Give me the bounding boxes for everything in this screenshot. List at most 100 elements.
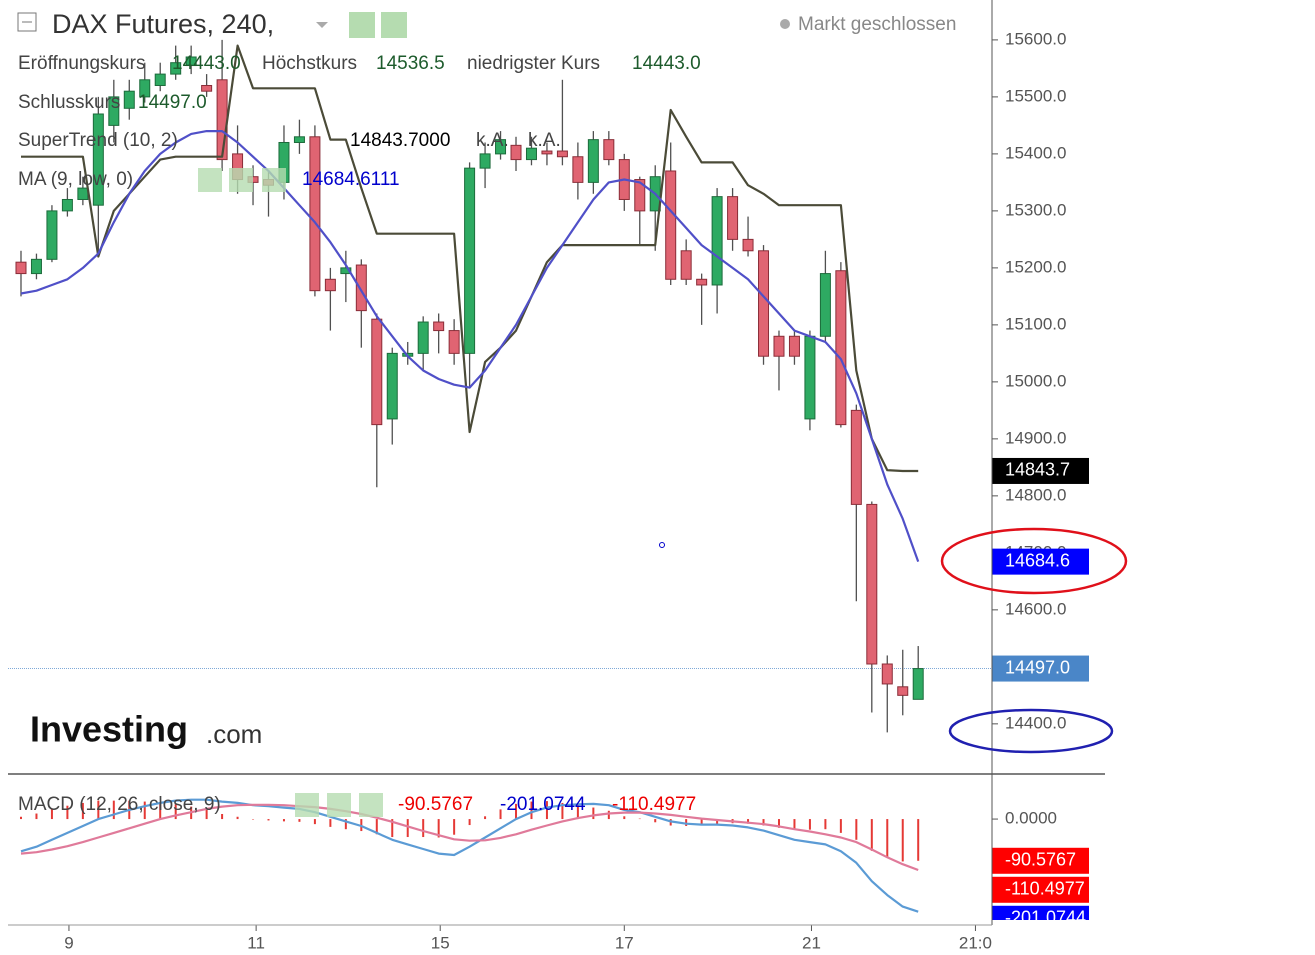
histogram-bar [592, 807, 595, 820]
histogram-bar [855, 819, 858, 840]
histogram-bar [329, 819, 332, 827]
candle-body [912, 668, 924, 700]
price-tags: 14843.7 14684.6 14497.0 [992, 457, 1089, 682]
supertrend-na: k.A. [528, 130, 561, 151]
watermark-brand: Investing [30, 709, 188, 750]
candle-body [788, 335, 800, 357]
price-panel: 14400.014500.014600.014700.014800.014900… [8, 29, 1066, 733]
histogram-bar [19, 816, 22, 820]
cursor-dot [659, 542, 665, 548]
candle-body [495, 139, 507, 155]
legend-close-name: Schlusskurs [18, 92, 120, 113]
candle-body [324, 278, 336, 292]
histogram-bar [406, 819, 409, 838]
histogram-bar [545, 801, 548, 820]
candle-body [479, 153, 491, 169]
histogram-bar [205, 809, 208, 820]
dropdown-arrow[interactable] [316, 22, 328, 28]
histogram-bar [298, 819, 301, 822]
candle-body [92, 113, 104, 206]
supertrend-name: SuperTrend (10, 2) [18, 130, 178, 151]
histogram-bar [917, 819, 920, 861]
histogram-bar [282, 819, 285, 822]
x-tick-label: 11 [247, 933, 265, 952]
macd-tags: -90.5767 -110.4977 -201.0744 [992, 847, 1089, 920]
histogram-bar [530, 801, 533, 820]
candle-body [742, 238, 754, 252]
macd-tag-bg [992, 876, 1089, 903]
candle-body [139, 79, 151, 98]
candle-body [417, 321, 429, 354]
collapse-button[interactable] [17, 12, 37, 32]
candle-body [30, 258, 42, 275]
macd-signal-value: -110.4977 [612, 794, 696, 815]
candle-body [773, 335, 785, 357]
macd-remove[interactable] [359, 793, 383, 817]
candle-body [587, 139, 599, 183]
macd-settings[interactable] [327, 793, 351, 817]
price-tag-bg [992, 655, 1089, 682]
histogram-bar [97, 800, 100, 820]
histogram-bar [607, 810, 610, 820]
ma-settings[interactable] [229, 168, 253, 192]
macd-visibility[interactable] [295, 793, 319, 817]
candle-body [572, 156, 584, 183]
histogram-bar [654, 819, 657, 823]
macd-tag: -110.4977 [1005, 879, 1085, 899]
y-tick-label: 15400.0 [1005, 143, 1066, 162]
supertrend-na: k.A. [476, 130, 509, 151]
ma-name: MA (9, low, 0) [18, 169, 133, 190]
candle-body [433, 321, 445, 332]
watermark-suffix: .com [206, 719, 262, 749]
y-tick-label: 0.0000 [1005, 809, 1057, 828]
histogram-bar [112, 800, 115, 820]
candle-body [386, 352, 398, 420]
histogram-bar [685, 819, 688, 826]
candle-body [371, 318, 383, 426]
legend-high-name: Höchstkurs [262, 53, 357, 74]
candle-body [711, 196, 723, 286]
candle-body [123, 90, 135, 109]
x-tick-label: 17 [615, 933, 634, 952]
histogram-bar [808, 819, 811, 830]
candle-body [835, 270, 847, 426]
candle-body [185, 56, 197, 67]
macd-line [20, 803, 919, 872]
histogram-bar [221, 813, 224, 820]
histogram-bar [313, 819, 316, 825]
histogram-bar [901, 819, 904, 862]
ma-remove[interactable] [262, 168, 286, 192]
histogram-bar [236, 816, 239, 820]
macd-line-value: -201.0744 [500, 794, 586, 815]
histogram-bar [422, 819, 425, 838]
candle-body [819, 273, 831, 337]
histogram-bar [561, 802, 564, 820]
candle-body [850, 409, 862, 505]
macd-tag: -90.5767 [1005, 850, 1076, 870]
y-tick-label: 15600.0 [1005, 29, 1066, 48]
settings-button[interactable] [381, 12, 407, 38]
legend-open-name: Eröffnungskurs [18, 53, 145, 74]
y-tick-label: 15200.0 [1005, 257, 1066, 276]
macd-title: MACD (12, 26, close, 9) [18, 794, 221, 815]
histogram-bar [375, 819, 378, 835]
chart-title: DAX Futures, 240, [52, 9, 274, 39]
histogram-bar [484, 816, 487, 820]
visibility-toggle[interactable] [349, 12, 375, 38]
x-tick-label: 15 [431, 933, 450, 952]
macd-line [20, 798, 919, 913]
candle-body [758, 250, 770, 357]
x-tick-label: 21 [802, 933, 821, 952]
histogram-bar [437, 819, 440, 838]
price-tag-bg [992, 457, 1089, 484]
candle-body [46, 210, 58, 260]
price-tag: 14684.6 [1005, 550, 1070, 570]
histogram-bar [143, 801, 146, 820]
macd-tag-bg [992, 905, 1089, 920]
legend-low-value: 14443.0 [632, 53, 701, 74]
x-tick-label: 21:0 [959, 933, 992, 952]
ma-visibility[interactable] [198, 168, 222, 192]
histogram-bar [35, 813, 38, 820]
candle-body [15, 261, 27, 275]
